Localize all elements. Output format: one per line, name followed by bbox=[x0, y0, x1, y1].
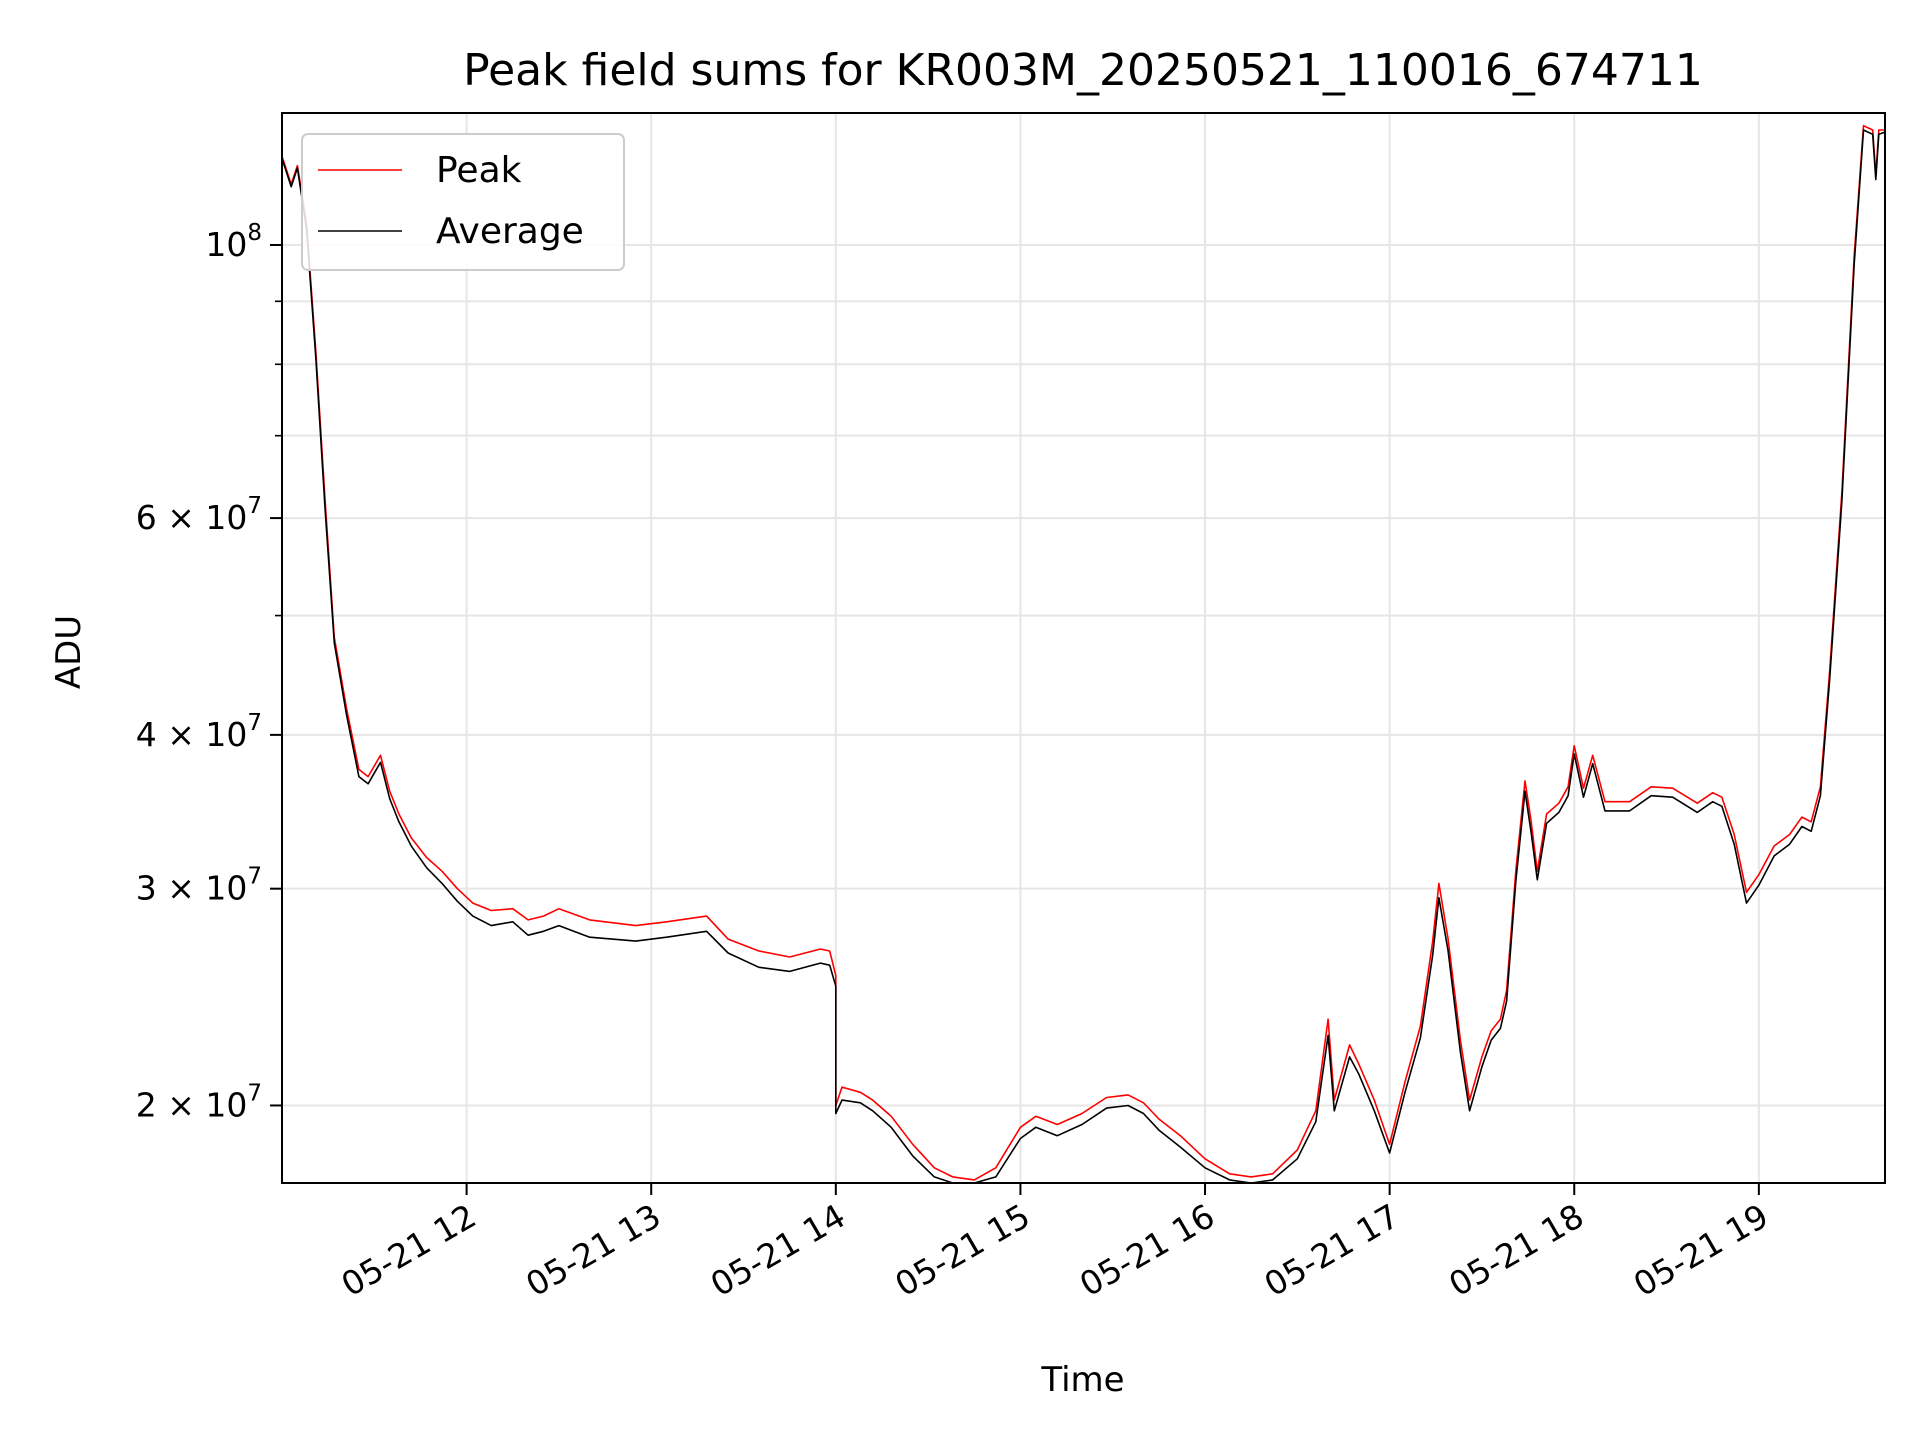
legend-label-average: Average bbox=[436, 211, 584, 252]
y-tick-label: 108 bbox=[205, 220, 262, 264]
legend-box bbox=[301, 133, 625, 271]
series-lines bbox=[282, 124, 1885, 1183]
y-tick-label: 6 × 107 bbox=[136, 493, 262, 537]
x-tick-label: 05-21 15 bbox=[888, 1196, 1036, 1304]
x-tick-label: 05-21 12 bbox=[335, 1196, 483, 1304]
plot-frame bbox=[281, 112, 1886, 1184]
y-tick-label: 4 × 107 bbox=[136, 710, 262, 754]
chart-title: Peak field sums for KR003M_20250521_1100… bbox=[463, 45, 1703, 96]
x-tick-label: 05-21 14 bbox=[704, 1196, 852, 1304]
x-tick-label: 05-21 19 bbox=[1627, 1196, 1775, 1304]
series-line-average bbox=[282, 129, 1885, 1183]
y-tick-label: 2 × 107 bbox=[136, 1080, 262, 1124]
x-tick-label: 05-21 17 bbox=[1258, 1196, 1406, 1304]
x-tick-label: 05-21 18 bbox=[1442, 1196, 1590, 1304]
x-tick-label: 05-21 16 bbox=[1073, 1196, 1221, 1304]
series-line-peak bbox=[282, 124, 1885, 1181]
grid bbox=[282, 113, 1885, 1183]
y-tick-label: 3 × 107 bbox=[136, 864, 262, 908]
x-tick-label: 05-21 13 bbox=[519, 1196, 667, 1304]
legend: Peak Average bbox=[301, 133, 625, 271]
legend-label-peak: Peak bbox=[436, 150, 522, 191]
y-axis-label: ADU bbox=[49, 615, 89, 689]
x-axis-label: Time bbox=[1040, 1360, 1124, 1400]
